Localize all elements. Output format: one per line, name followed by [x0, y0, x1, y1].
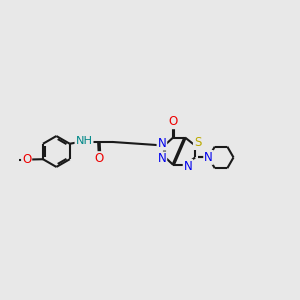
Text: N: N [204, 151, 213, 164]
Text: N: N [158, 152, 166, 165]
Text: NH: NH [76, 136, 93, 146]
Text: O: O [169, 115, 178, 128]
Text: N: N [158, 137, 166, 150]
Text: S: S [194, 136, 201, 149]
Text: N: N [184, 160, 192, 173]
Text: O: O [95, 152, 104, 165]
Text: O: O [22, 153, 31, 166]
